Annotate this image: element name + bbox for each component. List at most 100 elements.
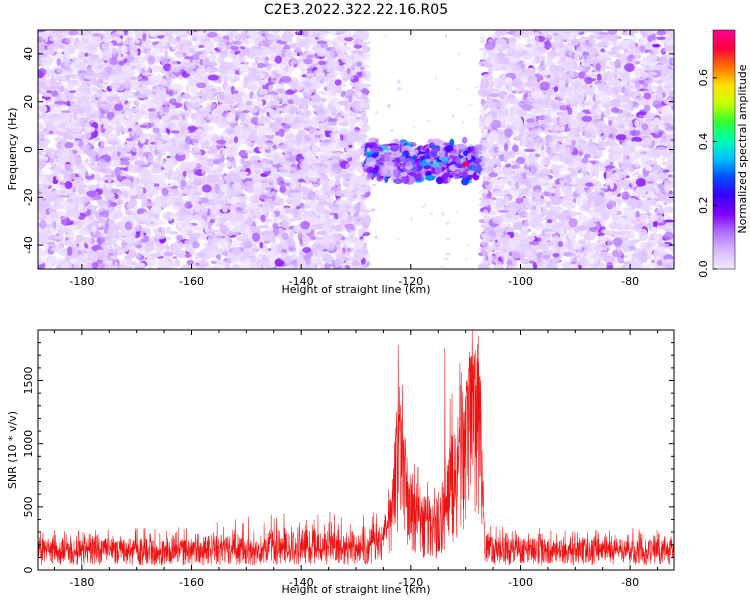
heatmap-cell: [196, 69, 205, 75]
heatmap-cell: [353, 44, 363, 49]
heatmap-cell: [337, 116, 343, 124]
heatmap-cell: [171, 185, 179, 189]
heatmap-cell: [274, 138, 280, 146]
heatmap-cell: [154, 104, 161, 113]
heatmap-cell: [133, 180, 138, 189]
heatmap-cell: [209, 68, 219, 72]
heatmap-cell: [335, 49, 342, 53]
heatmap-cell: [106, 138, 115, 143]
heatmap-cell: [274, 55, 283, 64]
heatmap-cell: [38, 42, 45, 52]
heatmap-cell: [256, 135, 264, 146]
heatmap-cell: [262, 79, 267, 85]
heatmap-cell: [361, 201, 366, 210]
heatmap-cell: [305, 235, 311, 244]
heatmap-cell: [169, 35, 173, 40]
heatmap-cell: [55, 174, 62, 181]
heatmap-cell: [232, 154, 240, 158]
heatmap-cell: [225, 112, 237, 121]
heatmap-cell: [324, 50, 335, 58]
heatmap-cell: [84, 52, 89, 57]
heatmap-cell: [124, 255, 130, 260]
heatmap-cell: [62, 156, 70, 161]
heatmap-cell: [147, 56, 156, 65]
heatmap-cell: [42, 243, 55, 248]
heatmap-cell: [72, 164, 78, 174]
heatmap-cell: [100, 237, 106, 242]
heatmap-cell: [169, 231, 179, 235]
heatmap-cell: [199, 53, 207, 61]
heatmap-cell: [118, 249, 125, 254]
heatmap-cell: [239, 46, 246, 50]
heatmap-cell: [201, 137, 207, 143]
heatmap-cell: [203, 252, 208, 259]
heatmap-cell: [82, 205, 87, 211]
heatmap-cell: [38, 140, 47, 149]
heatmap-cell: [348, 103, 359, 107]
heatmap-cell: [342, 199, 353, 207]
heatmap-cell: [38, 131, 47, 135]
heatmap-cell: [122, 107, 132, 112]
spectrogram-marks: [38, 30, 674, 269]
heatmap-cell: [307, 181, 312, 185]
heatmap-cell: [123, 58, 128, 64]
heatmap-cell: [152, 161, 160, 169]
heatmap-cell: [296, 205, 301, 210]
heatmap-cell: [102, 260, 108, 264]
heatmap-cell: [128, 198, 138, 208]
heatmap-cell: [261, 105, 266, 111]
heatmap-cell: [161, 187, 169, 196]
heatmap-cell: [354, 197, 363, 203]
heatmap-cell: [60, 241, 71, 246]
heatmap-cell: [159, 56, 169, 63]
heatmap-cell: [82, 93, 92, 98]
heatmap-cell: [322, 182, 329, 192]
heatmap-cell: [293, 225, 301, 232]
heatmap-cell: [38, 175, 47, 183]
heatmap-cell: [349, 194, 355, 202]
heatmap-cell: [98, 181, 104, 189]
heatmap-cell: [94, 58, 101, 65]
heatmap-cell: [75, 62, 86, 71]
heatmap-cell: [317, 60, 326, 65]
heatmap-cell: [360, 229, 368, 233]
heatmap-cell: [225, 103, 231, 109]
heatmap-cell: [302, 247, 312, 254]
heatmap-cell: [301, 74, 307, 78]
heatmap-cell: [272, 161, 278, 165]
heatmap-cell: [158, 126, 166, 134]
heatmap-cell: [143, 196, 148, 202]
heatmap-cell: [260, 42, 271, 46]
heatmap-cell: [147, 161, 152, 167]
heatmap-cell: [121, 155, 131, 159]
heatmap-cell: [147, 65, 152, 74]
heatmap-cell: [176, 235, 182, 244]
heatmap-cell: [311, 94, 322, 104]
heatmap-cell: [297, 178, 305, 183]
heatmap-cell: [297, 81, 304, 91]
heatmap-cell: [313, 130, 322, 136]
heatmap-cell: [80, 101, 92, 107]
heatmap-cell: [131, 76, 138, 81]
heatmap-cell: [167, 265, 175, 269]
heatmap-cell: [339, 239, 349, 245]
heatmap-cell: [204, 219, 211, 223]
heatmap-cell: [149, 255, 155, 263]
heatmap-cell: [217, 56, 224, 63]
heatmap-cell: [182, 58, 191, 64]
heatmap-cell: [172, 243, 183, 249]
heatmap-cell: [293, 84, 298, 89]
heatmap-cell: [79, 112, 88, 116]
heatmap-cell: [251, 114, 257, 118]
heatmap-cell: [153, 148, 159, 155]
heatmap-cell: [268, 84, 273, 93]
heatmap-cell: [190, 86, 198, 90]
heatmap-cell: [120, 125, 124, 134]
heatmap-cell: [205, 102, 210, 109]
heatmap-cell: [225, 163, 229, 168]
heatmap-cell: [139, 231, 144, 240]
heatmap-cell: [162, 212, 168, 220]
heatmap-cell: [57, 258, 64, 262]
heatmap-cell: [125, 37, 133, 43]
